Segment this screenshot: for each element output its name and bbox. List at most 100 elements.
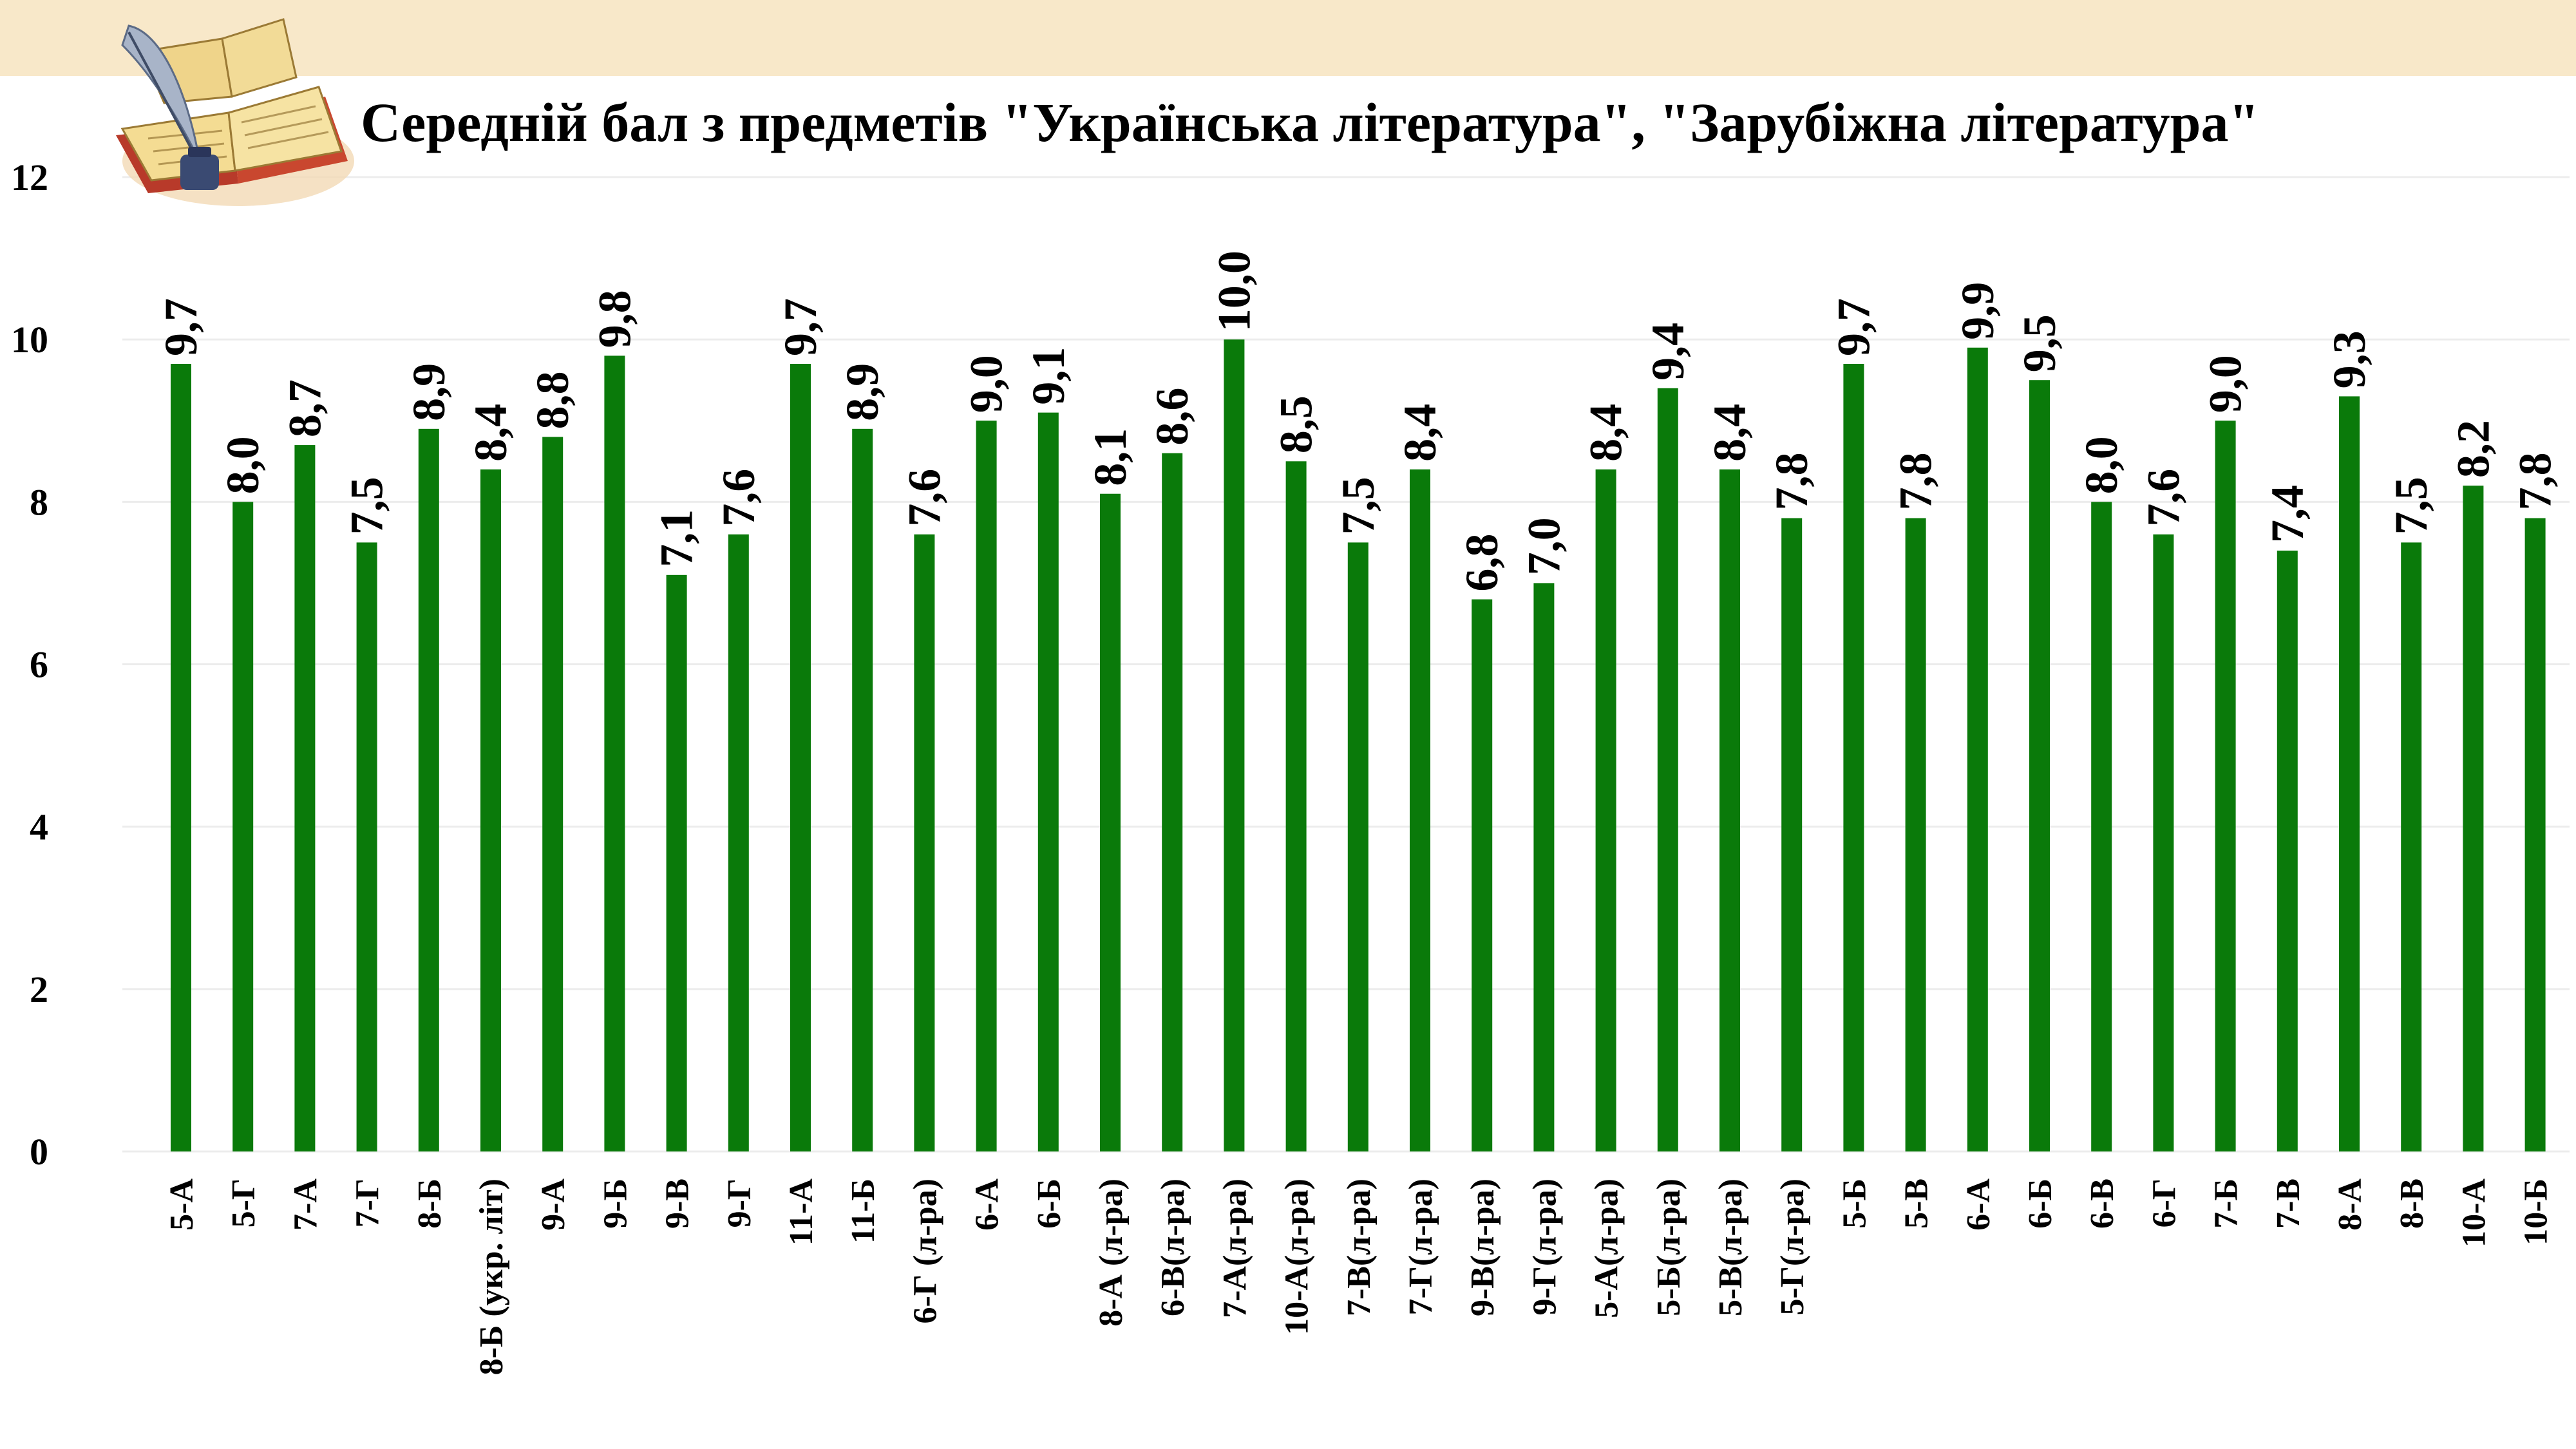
value-label: 7,6 — [713, 469, 764, 527]
bar — [2091, 502, 2112, 1151]
bar — [1595, 469, 1616, 1151]
bar — [1037, 412, 1059, 1152]
value-label: 7,5 — [1332, 477, 1384, 535]
bar — [604, 355, 625, 1152]
value-label: 8,9 — [403, 363, 455, 421]
value-label: 8,9 — [837, 363, 888, 421]
value-label: 8,7 — [279, 379, 330, 437]
category-label: 6-А — [1960, 1179, 1997, 1231]
value-label: 9,8 — [589, 290, 640, 348]
y-tick-label: 12 — [11, 156, 48, 198]
y-tick-label: 0 — [30, 1131, 48, 1173]
category-label: 9-В(л-ра) — [1464, 1179, 1501, 1316]
category-label: 7-Г(л-ра) — [1403, 1179, 1439, 1315]
value-label: 8,4 — [1580, 404, 1632, 462]
value-label: 7,8 — [1766, 453, 1817, 511]
category-label: 11-Б — [845, 1179, 882, 1244]
value-label: 9,7 — [155, 298, 207, 356]
bar — [1100, 493, 1121, 1151]
category-label: 5-В(л-ра) — [1712, 1179, 1749, 1316]
bar — [171, 363, 191, 1151]
category-label: 8-Б — [412, 1179, 448, 1229]
category-label: 6-Г (л-ра) — [907, 1179, 943, 1323]
value-label: 9,0 — [961, 355, 1012, 413]
bar — [1472, 599, 1493, 1151]
bar — [232, 502, 254, 1151]
value-label: 7,8 — [1890, 453, 1942, 511]
bar — [2029, 380, 2050, 1152]
bar — [1657, 388, 1678, 1151]
header-band — [0, 0, 2576, 76]
value-label: 7,4 — [2262, 485, 2313, 543]
value-label: 9,9 — [1952, 282, 2003, 340]
bar — [2215, 421, 2236, 1151]
bar — [1347, 542, 1368, 1151]
category-label: 6-Б — [2022, 1179, 2059, 1229]
bar — [2277, 550, 2298, 1151]
y-tick-label: 8 — [30, 481, 48, 523]
bar — [2153, 534, 2174, 1151]
y-tick-label: 4 — [30, 806, 48, 848]
value-label: 9,5 — [2014, 314, 2065, 372]
value-label: 8,2 — [2447, 420, 2499, 478]
category-label: 5-А — [164, 1179, 200, 1231]
bar — [914, 534, 935, 1151]
bar — [294, 445, 316, 1152]
y-tick-label: 2 — [30, 969, 48, 1010]
category-label: 5-Г(л-ра) — [1774, 1179, 1811, 1315]
bar — [852, 428, 873, 1151]
chart-title: Середній бал з предметів "Українська літ… — [361, 91, 2260, 153]
bar — [1410, 469, 1430, 1151]
value-label: 7,6 — [898, 469, 950, 527]
value-label: 9,1 — [1023, 347, 1074, 405]
bar — [976, 421, 997, 1151]
category-label: 9-В — [659, 1179, 696, 1229]
category-label: 6-В — [2084, 1179, 2121, 1229]
value-label: 7,1 — [651, 509, 703, 567]
category-label: 10-А — [2456, 1179, 2492, 1247]
category-label: 5-Г — [225, 1179, 262, 1227]
bar — [1162, 453, 1183, 1151]
value-label: 8,5 — [1271, 395, 1322, 453]
bar — [1967, 347, 1988, 1151]
value-label: 7,0 — [1518, 517, 1569, 575]
category-label: 6-Г — [2146, 1179, 2183, 1227]
bar — [542, 437, 564, 1151]
category-label: 6-А — [969, 1179, 1006, 1231]
bar — [480, 469, 501, 1151]
category-label: 7-Г — [350, 1179, 386, 1227]
bar — [1905, 518, 1926, 1151]
category-label: 8-А (л-ра) — [1093, 1179, 1130, 1327]
bar — [790, 363, 811, 1151]
bar — [356, 542, 377, 1151]
value-label: 8,4 — [465, 404, 516, 462]
category-label: 9-А — [535, 1179, 572, 1231]
value-label: 7,5 — [2385, 477, 2437, 535]
value-label: 8,4 — [1704, 404, 1756, 462]
category-label: 7-В — [2270, 1179, 2307, 1229]
value-label: 8,6 — [1146, 388, 1198, 446]
bar — [2463, 486, 2484, 1151]
category-label: 7-Б — [2208, 1179, 2245, 1229]
open-book-quill-icon — [116, 18, 354, 206]
category-label: 5-Б(л-ра) — [1651, 1179, 1687, 1316]
value-label: 7,8 — [2510, 453, 2561, 511]
bar — [1781, 518, 1803, 1151]
category-label: 7-А — [287, 1179, 324, 1231]
bar — [666, 574, 687, 1151]
value-label: 8,0 — [2076, 436, 2127, 494]
value-label: 9,0 — [2200, 355, 2251, 413]
bar — [2524, 518, 2546, 1151]
bar — [728, 534, 749, 1151]
value-label: 8,1 — [1084, 428, 1136, 486]
y-tick-label: 6 — [30, 644, 48, 686]
value-label: 9,4 — [1642, 323, 1694, 381]
value-label: 9,7 — [775, 298, 826, 356]
category-label: 10-А(л-ра) — [1279, 1179, 1316, 1335]
bar — [2401, 542, 2422, 1151]
bar — [1533, 583, 1555, 1151]
category-label: 8-В — [2394, 1179, 2430, 1229]
category-label: 7-В(л-ра) — [1341, 1179, 1378, 1316]
